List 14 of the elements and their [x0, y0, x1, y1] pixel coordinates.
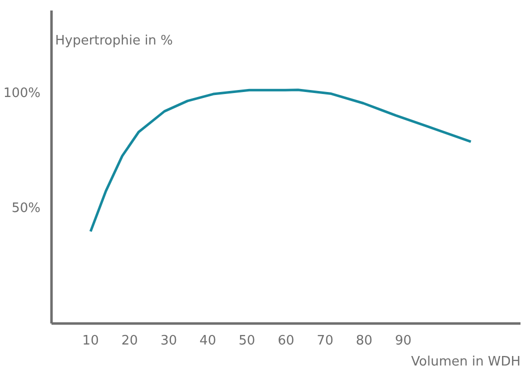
x-tick-label: 20 — [121, 334, 138, 348]
x-tick-label: 40 — [200, 334, 216, 348]
y-tick-label: 50% — [12, 200, 41, 216]
y-tick-label: 100% — [3, 86, 41, 101]
x-tick-label: 50 — [238, 334, 256, 348]
line-series — [89, 88, 472, 233]
x-tick-label: 90 — [394, 334, 412, 348]
x-axis-title: Volumen in WDH — [411, 354, 521, 370]
x-tick-label: 30 — [160, 334, 178, 348]
y-axis-title: Hypertrophie in % — [55, 34, 173, 49]
x-tick-label: 60 — [278, 334, 294, 348]
x-tick-label: 80 — [356, 334, 372, 348]
x-tick-label: 10 — [82, 334, 99, 348]
x-tick-label: 70 — [316, 334, 334, 348]
